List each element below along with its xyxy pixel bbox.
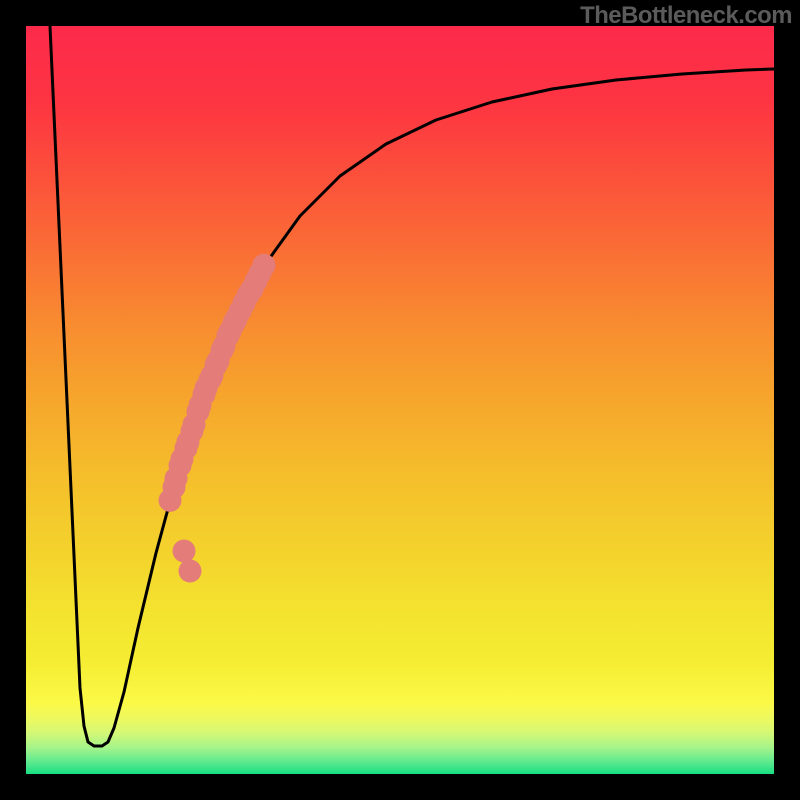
bottleneck-curve xyxy=(50,26,774,746)
chart-svg xyxy=(26,26,774,774)
data-point xyxy=(181,420,204,443)
plot-area xyxy=(26,26,774,774)
marker-cluster xyxy=(159,254,276,583)
watermark-text: TheBottleneck.com xyxy=(580,2,792,30)
data-point xyxy=(179,560,202,583)
data-point xyxy=(253,254,276,277)
chart-frame: TheBottleneck.com xyxy=(0,0,800,800)
data-point xyxy=(173,540,196,563)
data-point xyxy=(159,489,182,512)
data-point xyxy=(223,312,246,335)
